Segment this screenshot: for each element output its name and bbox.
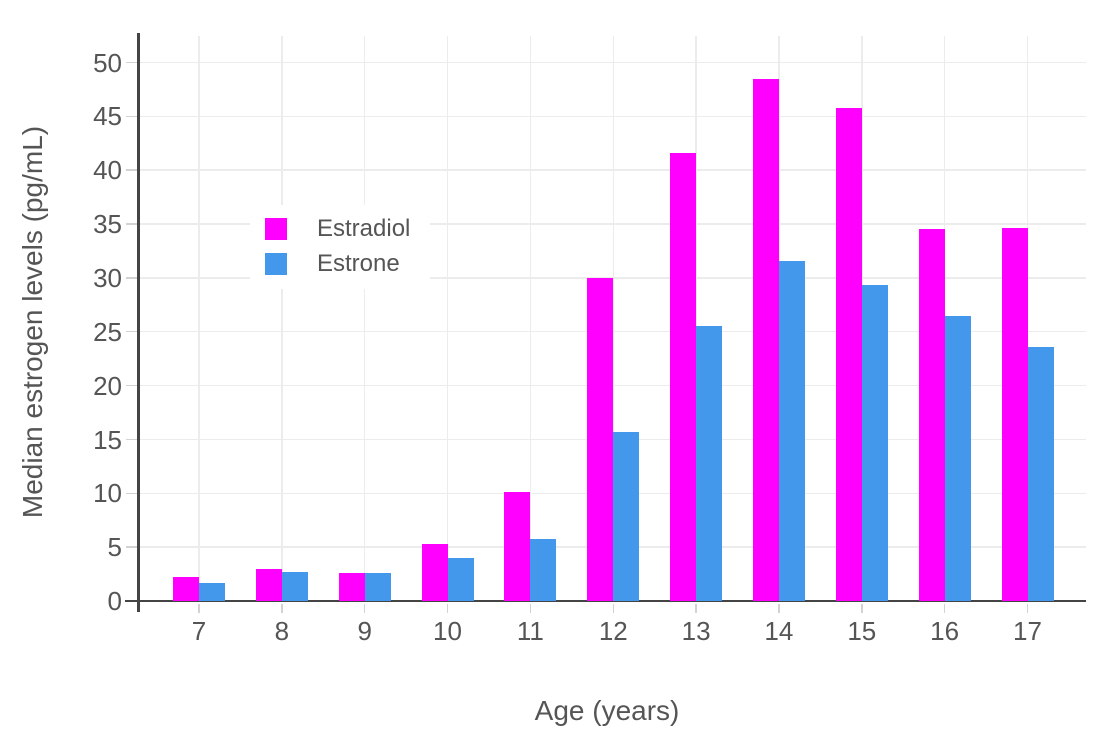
x-tick-label-7: 7 bbox=[191, 616, 207, 646]
x-tick-14 bbox=[778, 603, 780, 613]
x-axis-line bbox=[125, 599, 1086, 603]
bar-estrone-age-10[interactable] bbox=[447, 557, 474, 601]
y-tick-label-35: 35 bbox=[93, 209, 122, 240]
x-axis-title: Age (years) bbox=[534, 695, 680, 726]
x-tick-11 bbox=[529, 603, 532, 613]
legend-item-estrone[interactable]: Estrone bbox=[250, 246, 430, 281]
y-axis-line bbox=[137, 33, 140, 612]
y-tick-label-10: 10 bbox=[93, 478, 122, 509]
x-tick-label-16: 16 bbox=[930, 616, 960, 646]
bar-estradiol-age-14[interactable] bbox=[752, 78, 779, 601]
bar-estradiol-age-8[interactable] bbox=[255, 568, 282, 601]
x-tick-label-15: 15 bbox=[847, 616, 877, 646]
bar-estrone-age-14[interactable] bbox=[778, 260, 805, 601]
y-tick-label-40: 40 bbox=[93, 155, 122, 186]
x-tick-label-14: 14 bbox=[764, 616, 794, 646]
x-tick-label-11: 11 bbox=[516, 616, 544, 646]
legend-label-estradiol: Estradiol bbox=[317, 214, 411, 242]
x-tick-label-9: 9 bbox=[357, 616, 372, 646]
y-tick-label-25: 25 bbox=[93, 316, 122, 347]
gridline-vertical-8 bbox=[281, 36, 283, 601]
y-tick-25 bbox=[126, 330, 137, 333]
estrone-color-swatch bbox=[265, 252, 287, 275]
gridline-vertical-7 bbox=[198, 36, 200, 601]
legend: Estradiol Estrone bbox=[250, 205, 430, 289]
x-tick-13 bbox=[695, 603, 697, 613]
bar-estrone-age-7[interactable] bbox=[199, 582, 225, 601]
x-tick-17 bbox=[1026, 603, 1029, 613]
y-tick-50 bbox=[126, 61, 137, 64]
y-tick-40 bbox=[126, 169, 137, 171]
bar-estradiol-age-17[interactable] bbox=[1001, 228, 1028, 601]
bar-estrone-age-13[interactable] bbox=[696, 326, 723, 601]
y-tick-label-20: 20 bbox=[93, 370, 122, 401]
x-tick-label-8: 8 bbox=[274, 616, 290, 646]
x-tick-15 bbox=[861, 603, 863, 613]
y-tick-20 bbox=[126, 384, 137, 387]
bar-estradiol-age-16[interactable] bbox=[918, 229, 945, 601]
y-tick-label-50: 50 bbox=[93, 47, 122, 78]
bar-estradiol-age-11[interactable] bbox=[504, 492, 531, 601]
x-tick-label-13: 13 bbox=[681, 616, 711, 646]
x-tick-label-17: 17 bbox=[1013, 616, 1042, 646]
bar-estrone-age-17[interactable] bbox=[1027, 346, 1054, 601]
bar-estrone-age-12[interactable] bbox=[613, 431, 640, 601]
bar-estradiol-age-10[interactable] bbox=[421, 543, 448, 601]
y-axis-title: Median estrogen levels (pg/mL) bbox=[17, 125, 48, 519]
x-tick-10 bbox=[446, 603, 449, 613]
bar-estradiol-age-15[interactable] bbox=[835, 107, 862, 601]
gridline-vertical-12 bbox=[612, 36, 615, 601]
x-tick-label-10: 10 bbox=[433, 616, 462, 646]
bar-estradiol-age-7[interactable] bbox=[173, 577, 199, 601]
y-tick-45 bbox=[126, 115, 137, 118]
x-tick-label-12: 12 bbox=[598, 616, 628, 646]
y-tick-10 bbox=[126, 492, 137, 495]
gridline-vertical-13 bbox=[695, 36, 697, 601]
bar-estradiol-age-12[interactable] bbox=[587, 277, 614, 601]
y-tick-label-15: 15 bbox=[93, 424, 122, 455]
bar-estrone-age-9[interactable] bbox=[364, 573, 391, 601]
legend-label-estrone: Estrone bbox=[317, 249, 400, 277]
y-tick-label-30: 30 bbox=[93, 262, 122, 293]
estradiol-color-swatch bbox=[265, 217, 287, 240]
gridline-vertical-10 bbox=[446, 36, 449, 601]
y-tick-label-45: 45 bbox=[93, 101, 122, 132]
bar-estrone-age-16[interactable] bbox=[944, 315, 971, 601]
bar-estradiol-age-13[interactable] bbox=[670, 153, 697, 601]
y-tick-15 bbox=[126, 438, 137, 441]
gridline-vertical-11 bbox=[529, 36, 532, 601]
y-tick-30 bbox=[126, 277, 137, 279]
y-tick-35 bbox=[126, 223, 137, 225]
bar-estrone-age-11[interactable] bbox=[530, 538, 557, 601]
x-tick-9 bbox=[363, 603, 366, 613]
bar-estradiol-age-9[interactable] bbox=[338, 573, 365, 601]
x-tick-16 bbox=[943, 603, 946, 613]
legend-item-estradiol[interactable]: Estradiol bbox=[250, 211, 430, 246]
bar-estrone-age-8[interactable] bbox=[281, 571, 308, 601]
x-tick-7 bbox=[198, 603, 200, 613]
bar-estrone-age-15[interactable] bbox=[861, 285, 888, 601]
y-tick-label-5: 5 bbox=[107, 532, 122, 563]
x-tick-8 bbox=[281, 603, 283, 613]
y-tick-5 bbox=[126, 546, 137, 548]
x-tick-12 bbox=[612, 603, 615, 613]
y-tick-label-0: 0 bbox=[107, 586, 122, 616]
gridline-vertical-9 bbox=[363, 36, 366, 601]
